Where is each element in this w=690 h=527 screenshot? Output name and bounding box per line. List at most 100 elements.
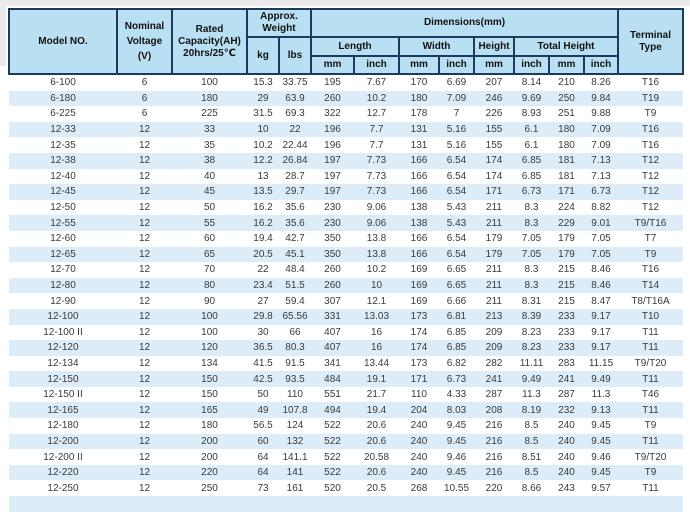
cell-model-no: 12-100 II	[43, 326, 83, 338]
cell-total-height-mm: 179	[558, 233, 575, 245]
col-header-terminal-type: Terminal Type	[617, 8, 684, 75]
cell-height-mm: 179	[485, 233, 503, 245]
cell-height-inch: 11.11	[519, 357, 544, 369]
cell-weight-lbs: 51.5	[285, 280, 305, 292]
cell-height-inch: 8.23	[521, 326, 542, 338]
cell-width-mm: 178	[410, 108, 428, 120]
cell-weight-lbs: 93.5	[285, 373, 305, 385]
cell-total-height-inch: 9.84	[591, 92, 611, 104]
cell-length-mm: 230	[324, 217, 341, 229]
cell-nominal-voltage: 12	[138, 170, 151, 182]
cell-width-inch: 6.54	[446, 186, 467, 198]
table-row: 6-100 6 100 15.3 33.75 195 7.67 170 6.69 207 8.14 2…	[9, 74, 683, 91]
cell-total-height-mm: 233	[558, 311, 575, 323]
cell-width-inch: 6.65	[446, 264, 467, 276]
cell-length-inch: 7.67	[366, 77, 387, 89]
cell-rated-capacity: 45	[203, 186, 216, 198]
cell-length-mm: 484	[324, 373, 341, 385]
col-header-approx-weight: Approx. Weight	[246, 8, 312, 38]
cell-height-inch: 8.5	[524, 467, 539, 479]
cell-height-mm: 216	[485, 451, 503, 463]
cell-nominal-voltage: 12	[138, 217, 151, 229]
table-row: 12-90 12 90 27 59.4 307 12.1 169 6.66 211 8.31 215 8…	[9, 293, 683, 309]
cell-width-mm: 173	[410, 311, 428, 323]
cell-rated-capacity: 100	[201, 311, 218, 323]
cell-model-no: 12-45	[50, 186, 76, 198]
cell-weight-lbs: 22.44	[282, 139, 308, 151]
cell-total-height-mm: 181	[558, 170, 575, 182]
cell-height-inch: 8.51	[521, 451, 542, 463]
cell-total-height-mm: 180	[558, 124, 575, 136]
cell-width-inch: 5.16	[446, 139, 467, 151]
cell-width-inch: 6.69	[446, 77, 467, 89]
cell-terminal-type: T9	[644, 248, 657, 260]
cell-width-mm: 240	[410, 420, 428, 432]
cell-length-inch: 7.7	[369, 139, 384, 151]
cell-total-height-mm: 241	[558, 373, 575, 385]
cell-height-mm: 211	[486, 295, 502, 307]
cell-weight-kg: 12.2	[253, 155, 273, 167]
cell-width-mm: 171	[410, 373, 428, 385]
cell-width-inch: 8.03	[446, 404, 467, 416]
table-row: 12-200 12 200 60 132 522 20.6 240 9.45 216 8.5 240 9…	[9, 433, 683, 450]
cell-nominal-voltage: 6	[141, 108, 148, 120]
cell-weight-kg: 30	[257, 326, 269, 338]
cell-weight-lbs: 59.4	[285, 295, 305, 307]
cell-width-mm: 166	[410, 170, 428, 182]
cell-length-mm: 331	[324, 311, 341, 323]
cell-length-inch: 16	[370, 326, 383, 338]
cell-length-mm: 522	[324, 451, 341, 463]
cell-height-mm: 209	[485, 326, 503, 338]
cell-weight-kg: 31.5	[253, 108, 273, 120]
cell-terminal-type: T9/T16	[634, 217, 667, 229]
cell-length-mm: 522	[324, 420, 341, 432]
subheader-length-mm: mm	[310, 55, 355, 75]
table-row: 12-134 12 134 41.5 91.5 341 13.44 173 6.82 282 11.…	[9, 355, 683, 372]
cell-height-inch: 6.85	[521, 155, 542, 167]
cell-terminal-type: T16	[641, 124, 660, 136]
col-header-length: Length	[310, 36, 400, 57]
cell-total-height-mm: 251	[558, 108, 575, 120]
cell-terminal-type: T12	[641, 186, 660, 198]
cell-height-mm: 209	[485, 342, 503, 354]
cell-model-no: 12-35	[50, 139, 76, 151]
cell-height-mm: 216	[485, 467, 503, 479]
table-row: 12-250 12 250 73 161 520 20.5 268 10.55 220 8.66 24…	[9, 480, 683, 497]
table-row: 12-35 12 35 10.2 22.44 196 7.7 131 5.16 155 6.1 180…	[9, 137, 683, 153]
col-header-kg: kg	[246, 36, 280, 75]
cell-weight-kg: 49	[257, 404, 269, 416]
cell-height-inch: 6.85	[521, 170, 542, 182]
cell-total-height-inch: 7.09	[591, 124, 611, 136]
cell-width-inch: 6.54	[446, 248, 467, 260]
cell-nominal-voltage: 12	[138, 420, 151, 432]
cell-rated-capacity: 35	[203, 139, 216, 151]
cell-terminal-type: T9	[644, 108, 657, 120]
cell-height-mm: 246	[485, 92, 503, 104]
cell-height-mm: 211	[486, 280, 502, 292]
cell-length-inch: 19.1	[366, 373, 387, 385]
cell-model-no: 12-134	[47, 357, 79, 369]
cell-length-mm: 230	[324, 202, 341, 214]
cell-width-inch: 6.54	[446, 233, 467, 245]
cell-height-inch: 8.66	[521, 482, 542, 494]
cell-nominal-voltage: 12	[138, 233, 151, 245]
cell-height-inch: 8.19	[521, 404, 542, 416]
cell-rated-capacity: 80	[203, 280, 216, 292]
cell-length-mm: 307	[324, 295, 341, 307]
cell-total-height-mm: 229	[558, 217, 575, 229]
cell-width-mm: 180	[410, 92, 428, 104]
col-header-rated-capacity: Rated Capacity(AH) 20hrs/25℃	[171, 8, 248, 75]
cell-length-inch: 10.2	[366, 264, 387, 276]
cell-total-height-mm: 240	[558, 420, 575, 432]
cell-terminal-type: T19	[641, 92, 660, 104]
cell-weight-kg: 16.2	[253, 217, 273, 229]
cell-height-mm: 208	[485, 404, 503, 416]
battery-spec-table: Model NO. Nominal Voltage (V) Rated Capa…	[8, 8, 684, 513]
cell-length-mm: 350	[324, 248, 341, 260]
cell-total-height-inch: 9.45	[591, 420, 611, 432]
cell-model-no: 12-150	[47, 373, 79, 385]
cell-weight-lbs: 48.4	[285, 264, 305, 276]
cell-width-mm: 268	[410, 482, 428, 494]
cell-total-height-mm: 233	[558, 326, 575, 338]
cell-total-height-inch: 8.26	[591, 77, 611, 89]
